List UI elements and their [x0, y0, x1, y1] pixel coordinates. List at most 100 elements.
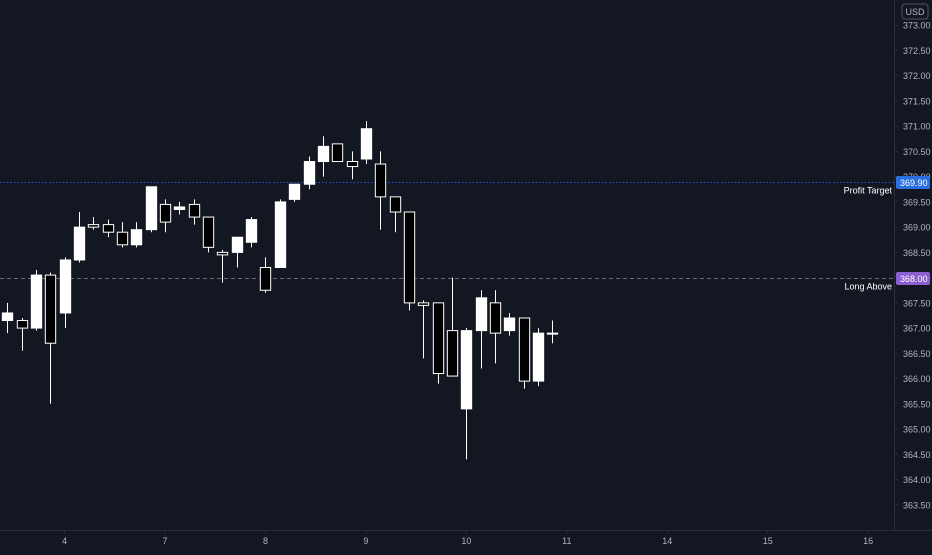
candle-body: [432, 302, 445, 375]
candle[interactable]: [317, 136, 330, 177]
candle-body: [546, 332, 559, 335]
price-badge-value: 369.90: [900, 178, 928, 188]
candle-body: [389, 196, 402, 213]
candle[interactable]: [73, 212, 86, 263]
candle[interactable]: [173, 201, 186, 215]
candle[interactable]: [188, 199, 201, 225]
currency-label: USD: [905, 7, 925, 17]
candle[interactable]: [102, 219, 115, 238]
candle[interactable]: [346, 151, 359, 180]
candle[interactable]: [145, 186, 158, 233]
y-tick-label: 371.00: [903, 122, 931, 132]
candle-body: [87, 224, 100, 228]
candle-body: [317, 145, 330, 163]
y-tick-label: 366.50: [903, 349, 931, 359]
candle-body: [173, 206, 186, 210]
price-badge-value: 368.00: [900, 274, 928, 284]
candle[interactable]: [30, 270, 43, 331]
candle[interactable]: [16, 318, 29, 351]
candle[interactable]: [59, 257, 72, 329]
candle-body: [346, 161, 359, 168]
currency-badge-box[interactable]: [901, 3, 929, 20]
candle-body: [159, 203, 172, 223]
y-tick-label: 371.50: [903, 96, 931, 106]
y-tick-label: 365.50: [903, 399, 931, 409]
candle[interactable]: [274, 199, 287, 269]
candle[interactable]: [417, 300, 430, 359]
candle[interactable]: [245, 217, 258, 248]
candle[interactable]: [374, 151, 387, 230]
y-tick-label: 365.00: [903, 425, 931, 435]
candle-body: [303, 161, 316, 185]
candle-body: [216, 251, 229, 256]
candle[interactable]: [518, 317, 531, 389]
candle[interactable]: [503, 312, 516, 336]
y-tick-label: 372.00: [903, 71, 931, 81]
candle-body: [202, 216, 215, 248]
candle[interactable]: [460, 328, 473, 460]
price-line-label: Profit Target: [844, 186, 893, 196]
candle[interactable]: [489, 290, 502, 364]
candle-body: [102, 224, 115, 233]
x-tick-label: 14: [662, 536, 672, 546]
candle-body: [145, 186, 158, 231]
y-tick-label: 364.00: [903, 475, 931, 485]
candle[interactable]: [475, 290, 488, 369]
candle[interactable]: [532, 328, 545, 387]
candle-body: [475, 297, 488, 332]
y-tick-label: 370.50: [903, 147, 931, 157]
candle-body: [288, 183, 301, 200]
candle-body: [245, 219, 258, 243]
candle[interactable]: [389, 196, 402, 233]
x-tick-label: 10: [461, 536, 471, 546]
candle[interactable]: [130, 222, 143, 248]
price-lines-layer: Profit Target Long Above: [0, 182, 894, 292]
candle[interactable]: [403, 211, 416, 311]
candle[interactable]: [432, 302, 445, 384]
currency-badge[interactable]: USD: [901, 3, 929, 20]
x-tick-label: 8: [263, 536, 268, 546]
candle[interactable]: [446, 277, 459, 377]
price-line-label: Long Above: [844, 282, 892, 292]
candle[interactable]: [288, 183, 301, 202]
x-tick-label: 16: [863, 536, 873, 546]
candle[interactable]: [87, 217, 100, 230]
candle-body: [460, 330, 473, 410]
candle[interactable]: [231, 236, 244, 268]
y-axis-ticks: 363.50 364.00 364.50 365.00 365.50 366.00 366.…: [894, 21, 931, 510]
candle[interactable]: [159, 199, 172, 233]
candle-body: [403, 211, 416, 304]
candle[interactable]: [202, 216, 215, 253]
candles-layer[interactable]: [1, 121, 559, 460]
y-tick-label: 363.50: [903, 500, 931, 510]
candle-body: [274, 201, 287, 269]
candle[interactable]: [44, 272, 57, 404]
candle-body: [1, 312, 14, 322]
candle[interactable]: [216, 249, 229, 283]
y-tick-label: 367.50: [903, 298, 931, 308]
y-tick-label: 369.50: [903, 197, 931, 207]
y-tick-label: 373.00: [903, 21, 931, 31]
candle[interactable]: [303, 156, 316, 190]
candle-body: [360, 128, 373, 160]
candle[interactable]: [1, 302, 14, 334]
candle-body: [532, 332, 545, 382]
candle-body: [446, 330, 459, 377]
candle[interactable]: [259, 257, 272, 293]
price-badge: [896, 272, 930, 285]
candle-body: [73, 226, 86, 261]
candle[interactable]: [331, 143, 344, 163]
y-tick-label: 366.00: [903, 374, 931, 384]
y-tick-label: 368.50: [903, 248, 931, 258]
candle-body: [259, 267, 272, 291]
candle[interactable]: [116, 222, 129, 248]
candle-body: [30, 274, 43, 329]
candle[interactable]: [360, 121, 373, 165]
y-tick-label: 367.00: [903, 324, 931, 334]
candle-body: [188, 203, 201, 218]
x-tick-label: 7: [163, 536, 168, 546]
candle[interactable]: [546, 320, 559, 344]
